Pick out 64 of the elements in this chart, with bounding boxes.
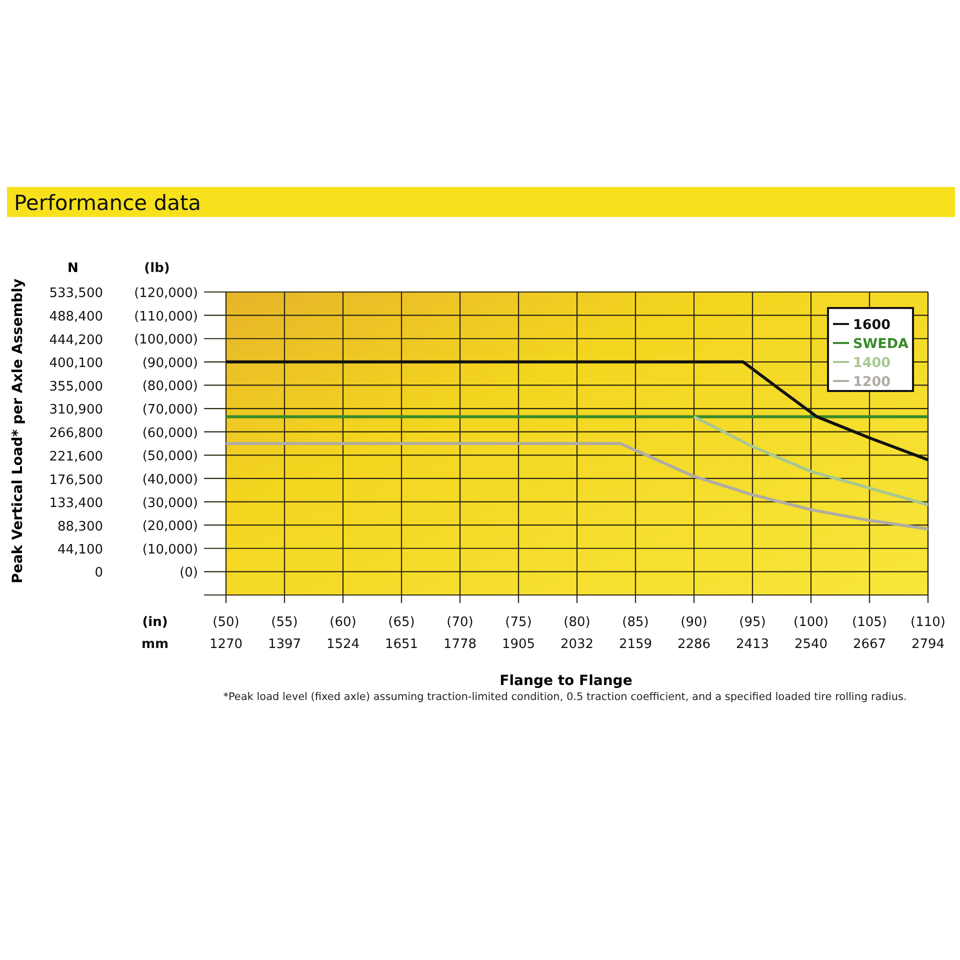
y-tick-label: 444,200 xyxy=(49,332,103,348)
x-tick-label: (105) xyxy=(852,615,887,630)
text: (in) xyxy=(142,615,168,630)
x-tick-label: (90) xyxy=(680,615,708,630)
text: *Peak load level (fixed axle) assuming traction-limited condition, 0.5 traction coefficient, and a specified loaded tire rolling radius. xyxy=(223,691,907,703)
y2-tick-label: (20,000) xyxy=(142,519,198,534)
y2-tick-label: (90,000) xyxy=(142,356,198,371)
chart-title: Performance data xyxy=(14,191,202,215)
y-tick-label: 355,000 xyxy=(49,380,103,395)
text: N xyxy=(68,261,78,276)
x2-tick-label: 2032 xyxy=(560,637,594,652)
y2-tick-label: (110,000) xyxy=(134,309,198,324)
y2-tick-label: (10,000) xyxy=(142,542,198,558)
y-tick-label: 221,600 xyxy=(49,450,103,465)
y2-axis-title: (lb) xyxy=(144,261,170,276)
y2-tick-label: (40,000) xyxy=(142,472,198,488)
x-axis-title: Flange to Flange xyxy=(500,673,632,689)
x-tick-label: (100) xyxy=(794,615,828,630)
x-tick-label: (50) xyxy=(212,615,240,630)
y2-tick-label: (70,000) xyxy=(142,402,198,418)
y-tick-label: 533,500 xyxy=(49,286,103,301)
y-axis-title: Peak Vertical Load* per Axle Assembly xyxy=(10,278,26,584)
x2-tick-label: 2286 xyxy=(677,637,711,652)
legend-label: 1200 xyxy=(853,374,891,390)
x-tick-label: (65) xyxy=(388,615,415,630)
x-tick-label: (55) xyxy=(271,615,298,630)
y-tick-label: 133,400 xyxy=(49,496,103,511)
x2-tick-label: 1524 xyxy=(326,637,360,652)
x2-tick-label: 2413 xyxy=(736,637,770,652)
x-tick-label: (70) xyxy=(446,615,474,630)
x2-tick-label: 1397 xyxy=(268,637,302,652)
x-tick-label: (85) xyxy=(622,615,649,630)
x-tick-label: (80) xyxy=(564,615,590,630)
y2-tick-label: (60,000) xyxy=(142,426,198,441)
y2-tick-label: (0) xyxy=(180,566,198,581)
y2-tick-label: (30,000) xyxy=(142,496,198,511)
x2-tick-label: 2159 xyxy=(618,637,652,652)
x-tick-label: (110) xyxy=(910,615,946,630)
y-tick-label: 310,900 xyxy=(49,402,103,418)
legend-label: 1400 xyxy=(853,355,891,371)
x2-axis-title: mm xyxy=(141,637,169,652)
y-tick-label: 266,800 xyxy=(49,426,103,441)
x2-tick-label: 2540 xyxy=(794,637,828,652)
x-tick-label: (60) xyxy=(330,615,356,630)
y-tick-label: 488,400 xyxy=(49,310,103,325)
x2-tick-label: 2667 xyxy=(852,637,886,652)
legend-label: SWEDA xyxy=(853,336,910,352)
x2-tick-label: 1905 xyxy=(502,637,536,652)
y-tick-label: 44,100 xyxy=(58,542,103,558)
legend-label: 1600 xyxy=(853,317,891,333)
x-tick-label: (75) xyxy=(505,615,532,630)
y-tick-label: 176,500 xyxy=(49,473,103,488)
x-tick-label: (95) xyxy=(739,615,766,630)
y2-tick-label: (50,000) xyxy=(142,449,198,464)
y2-tick-label: (80,000) xyxy=(142,379,198,394)
x2-tick-label: 1651 xyxy=(384,637,418,652)
y-tick-label: 0 xyxy=(94,566,103,581)
y-tick-label: 88,300 xyxy=(58,519,103,534)
y-tick-label: 400,100 xyxy=(49,356,103,371)
x2-tick-label: 1778 xyxy=(443,637,477,652)
x2-tick-label: 2794 xyxy=(911,637,945,652)
x2-tick-label: 1270 xyxy=(209,637,243,652)
y2-tick-label: (120,000) xyxy=(134,286,198,301)
y2-tick-label: (100,000) xyxy=(134,332,198,348)
